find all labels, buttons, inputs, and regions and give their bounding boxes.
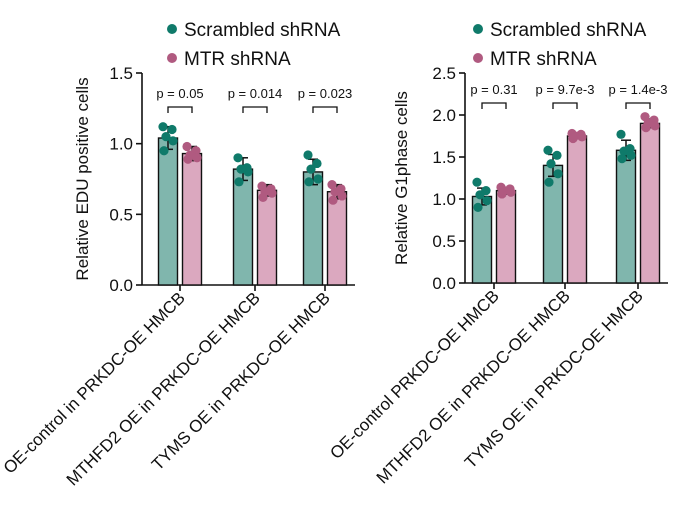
y-tick-label: 0.5: [432, 232, 456, 251]
p-value-label: p = 0.05: [156, 86, 203, 101]
y-tick-label: 2.5: [432, 64, 456, 83]
data-point: [313, 174, 323, 184]
bar-mtr-1: [566, 135, 588, 284]
y-tick-label: 0.5: [109, 205, 133, 224]
significance-bracket: [312, 106, 338, 113]
data-point: [161, 132, 171, 142]
data-point: [243, 167, 253, 177]
data-point: [482, 196, 492, 206]
legend-marker-1: [167, 53, 177, 63]
data-point: [328, 195, 338, 205]
data-point: [650, 121, 660, 131]
data-point: [234, 177, 244, 187]
data-point: [616, 129, 626, 139]
bar-mtr-0: [495, 189, 517, 284]
data-point: [552, 150, 562, 160]
data-point: [544, 177, 554, 187]
legend-marker-1: [473, 53, 483, 63]
bar-mtr-1: [256, 189, 278, 286]
data-point: [236, 164, 246, 174]
data-point: [641, 123, 651, 133]
legend-marker-0: [473, 24, 483, 34]
data-point: [258, 192, 268, 202]
significance-bracket: [625, 102, 651, 109]
bar-scrambled-0: [157, 137, 179, 286]
data-point: [167, 124, 177, 135]
data-point: [577, 132, 587, 142]
y-tick-label: 0.0: [109, 276, 133, 295]
data-point: [506, 187, 516, 197]
data-point: [304, 177, 314, 187]
chart-g1-phase-cells: Scrambled shRNA MTR shRNA 0.0 0.5 1.0 1.5 2.0 2…: [326, 20, 668, 488]
data-point: [159, 146, 169, 156]
data-point: [475, 190, 485, 200]
bar-mtr-0: [181, 152, 203, 286]
data-point: [330, 187, 340, 197]
data-point: [233, 153, 243, 163]
p-value-label: p = 0.31: [470, 82, 517, 97]
significance-bracket: [242, 106, 268, 113]
data-point: [327, 180, 337, 190]
data-point: [158, 122, 168, 132]
y-axis-label: Relative G1phase cells: [392, 91, 411, 265]
data-point: [568, 133, 578, 144]
data-point: [619, 146, 629, 156]
data-point: [168, 136, 178, 146]
significance-bracket: [552, 102, 578, 109]
significance-bracket: [167, 106, 193, 113]
y-axis-label: Relative EDU positive cells: [73, 77, 92, 280]
data-point: [497, 189, 507, 199]
p-value-label: p = 1.4e-3: [609, 82, 668, 97]
p-value-label: p = 0.023: [298, 86, 353, 101]
data-point: [182, 141, 192, 152]
data-point: [472, 177, 482, 187]
data-point: [543, 145, 553, 155]
legend-label-1: MTR shRNA: [184, 49, 291, 70]
data-point: [267, 188, 277, 198]
data-point: [617, 154, 627, 164]
legend-label-0: Scrambled shRNA: [490, 20, 647, 41]
y-tick-label: 1.0: [432, 190, 456, 209]
p-value-label: p = 0.014: [228, 86, 283, 101]
y-tick-label: 1.0: [109, 135, 133, 154]
bar-scrambled-2: [615, 149, 637, 284]
data-point: [183, 154, 193, 164]
bar-scrambled-2: [302, 171, 324, 286]
data-point: [312, 158, 322, 169]
y-tick-label: 2.0: [432, 106, 456, 125]
data-point: [546, 159, 556, 169]
data-point: [192, 153, 202, 163]
legend-marker-0: [167, 24, 177, 34]
p-value-label: p = 9.7e-3: [536, 82, 595, 97]
data-point: [553, 169, 563, 179]
y-tick-label: 1.5: [432, 148, 456, 167]
bar-scrambled-1: [232, 168, 254, 286]
data-point: [306, 164, 316, 174]
y-tick-label: 0.0: [432, 274, 456, 293]
legend-label-0: Scrambled shRNA: [184, 20, 341, 41]
data-point: [626, 150, 636, 160]
significance-bracket: [481, 102, 507, 109]
legend-label-1: MTR shRNA: [490, 49, 597, 70]
bar-mtr-2: [639, 122, 661, 284]
data-point: [473, 202, 483, 212]
chart-edu-positive-cells: Scrambled shRNA MTR shRNA 0.0 0.5 1.0 1.5 Rela…: [0, 20, 355, 490]
bar-mtr-2: [326, 191, 348, 286]
y-tick-label: 1.5: [109, 64, 133, 83]
data-point: [303, 150, 313, 160]
data-point: [337, 191, 347, 201]
